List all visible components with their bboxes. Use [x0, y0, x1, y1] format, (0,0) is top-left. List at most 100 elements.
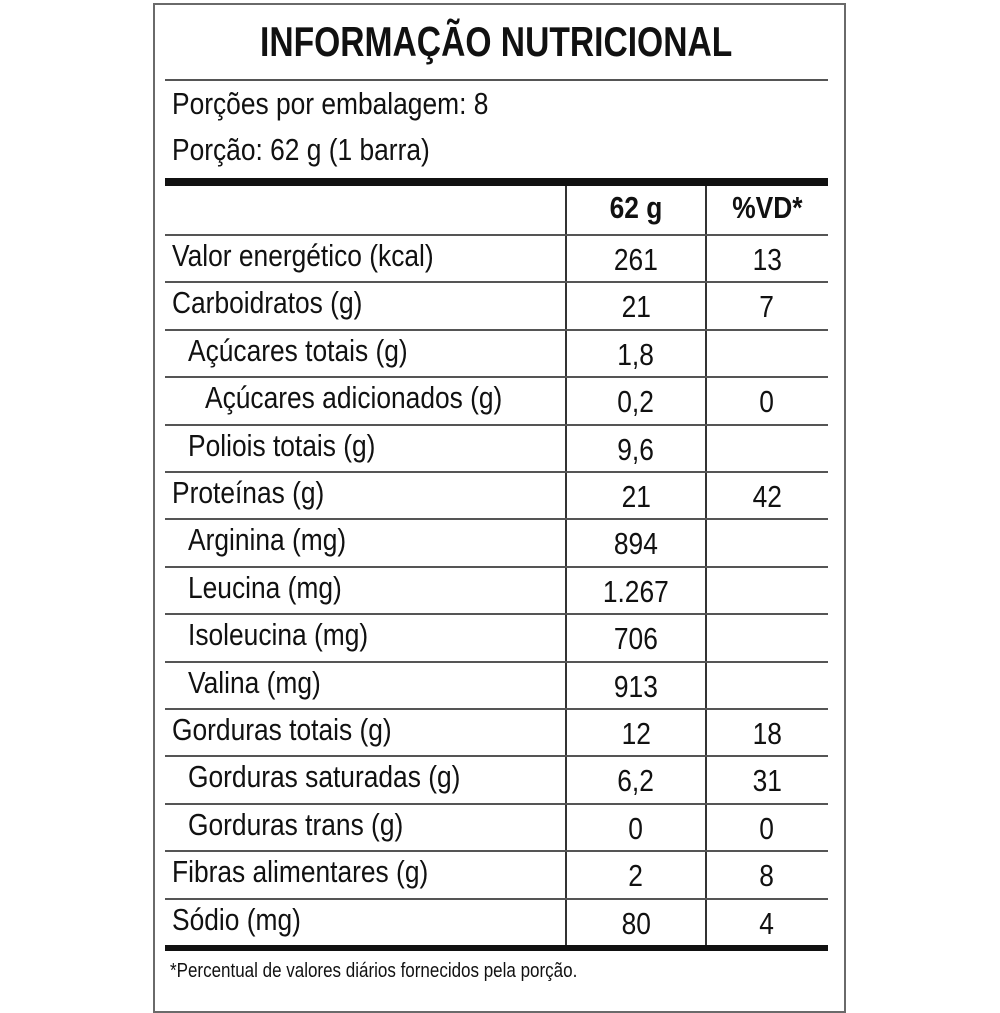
text: Fibras alimentares (g)	[172, 854, 429, 889]
serving-size: Porção: 62 g (1 barra)	[172, 132, 475, 168]
footnote: *Percentual de valores diários fornecido…	[170, 960, 649, 983]
nutrient-amount: 21	[566, 289, 706, 325]
table-row: Arginina (mg) 894	[165, 518, 828, 564]
row-divider	[165, 329, 828, 331]
nutrient-label: Gorduras trans (g)	[188, 807, 441, 843]
text: Açúcares totais (g)	[188, 333, 408, 368]
text: *Percentual de valores diários fornecido…	[170, 960, 578, 982]
row-divider	[165, 471, 828, 473]
nutrient-label: Isoleucina (mg)	[188, 617, 400, 653]
nutrient-dv: 0	[706, 384, 828, 420]
row-divider	[165, 708, 828, 710]
text: 261	[614, 242, 658, 277]
row-divider	[165, 566, 828, 568]
nutrient-amount: 80	[566, 906, 706, 942]
nutrient-amount: 261	[566, 242, 706, 278]
nutrient-dv: 4	[706, 906, 828, 942]
nutrient-dv: 7	[706, 289, 828, 325]
nutrient-amount: 0	[566, 811, 706, 847]
row-divider	[165, 755, 828, 757]
table-row: Proteínas (g) 21 42	[165, 471, 828, 517]
servings-per-package: Porções por embalagem: 8	[172, 86, 544, 122]
text: Gorduras trans (g)	[188, 807, 404, 842]
nutrient-dv	[706, 526, 828, 562]
label-title: INFORMAÇÃO NUTRICIONAL	[165, 18, 828, 66]
text: Gorduras saturadas (g)	[188, 759, 461, 794]
text: %VD*	[731, 190, 803, 225]
text: Leucina (mg)	[188, 570, 342, 605]
text: 21	[621, 479, 651, 514]
nutrient-label: Açúcares totais (g)	[188, 333, 446, 369]
nutrient-dv: 8	[706, 858, 828, 894]
nutrient-amount: 9,6	[566, 432, 706, 468]
table-row: Valor energético (kcal) 261 13	[165, 234, 828, 280]
text: 31	[752, 763, 782, 798]
row-divider	[165, 661, 828, 663]
text: Porção: 62 g (1 barra)	[172, 132, 430, 167]
nutrient-label: Poliois totais (g)	[188, 428, 409, 464]
row-divider	[165, 518, 828, 520]
text: Arginina (mg)	[188, 522, 347, 557]
divider	[165, 79, 828, 81]
row-divider	[165, 898, 828, 900]
text: Poliois totais (g)	[188, 428, 376, 463]
row-divider	[165, 613, 828, 615]
text: 42	[752, 479, 782, 514]
nutrient-amount: 2	[566, 858, 706, 894]
nutrient-amount: 0,2	[566, 384, 706, 420]
row-divider	[165, 281, 828, 283]
nutrient-dv: 0	[706, 811, 828, 847]
table-row: Gorduras saturadas (g) 6,2 31	[165, 755, 828, 801]
nutrient-label: Carboidratos (g)	[172, 285, 396, 321]
nutrient-label: Fibras alimentares (g)	[172, 854, 473, 890]
text: Carboidratos (g)	[172, 285, 363, 320]
text: 1,8	[617, 337, 655, 372]
nutrient-label: Sódio (mg)	[172, 902, 324, 938]
table-row: Fibras alimentares (g) 2 8	[165, 850, 828, 896]
column-header-amount: 62 g	[566, 190, 706, 226]
text: 0,2	[617, 384, 655, 419]
nutrient-label: Açúcares adicionados (g)	[205, 380, 555, 416]
row-divider	[165, 424, 828, 426]
text: 18	[752, 716, 782, 751]
text: 0	[759, 384, 775, 419]
nutrient-amount: 894	[566, 526, 706, 562]
text: Açúcares adicionados (g)	[205, 380, 503, 415]
text: 7	[759, 289, 775, 324]
table-row: Sódio (mg) 80 4	[165, 898, 828, 944]
row-divider	[165, 376, 828, 378]
nutrient-dv	[706, 669, 828, 705]
nutrient-dv: 13	[706, 242, 828, 278]
text: 21	[621, 289, 651, 324]
nutrient-label: Leucina (mg)	[188, 570, 369, 606]
nutrient-dv	[706, 337, 828, 373]
thick-divider	[165, 178, 828, 186]
text: 8	[759, 858, 775, 893]
text: Valina (mg)	[188, 665, 321, 700]
row-divider	[165, 234, 828, 236]
nutrient-amount: 706	[566, 621, 706, 657]
nutrient-label: Valor energético (kcal)	[172, 238, 480, 274]
nutrient-dv	[706, 574, 828, 610]
text: 4	[759, 906, 775, 941]
text: 6,2	[617, 763, 655, 798]
text: 13	[752, 242, 782, 277]
table-row: Carboidratos (g) 21 7	[165, 281, 828, 327]
table-row: Açúcares totais (g) 1,8	[165, 329, 828, 375]
nutrient-label: Gorduras saturadas (g)	[188, 759, 508, 795]
nutrient-dv: 31	[706, 763, 828, 799]
nutrient-label: Gorduras totais (g)	[172, 712, 430, 748]
nutrient-amount: 6,2	[566, 763, 706, 799]
table-row: Poliois totais (g) 9,6	[165, 424, 828, 470]
text: 62 g	[609, 190, 663, 225]
table-row: Gorduras totais (g) 12 18	[165, 708, 828, 754]
text: 12	[621, 716, 651, 751]
nutrient-dv: 18	[706, 716, 828, 752]
row-divider	[165, 850, 828, 852]
text: 9,6	[617, 432, 655, 467]
table-row: Leucina (mg) 1.267	[165, 566, 828, 612]
nutrient-amount: 1,8	[566, 337, 706, 373]
text: 913	[614, 669, 658, 704]
text: INFORMAÇÃO NUTRICIONAL	[260, 18, 733, 65]
table-row: Açúcares adicionados (g) 0,2 0	[165, 376, 828, 422]
